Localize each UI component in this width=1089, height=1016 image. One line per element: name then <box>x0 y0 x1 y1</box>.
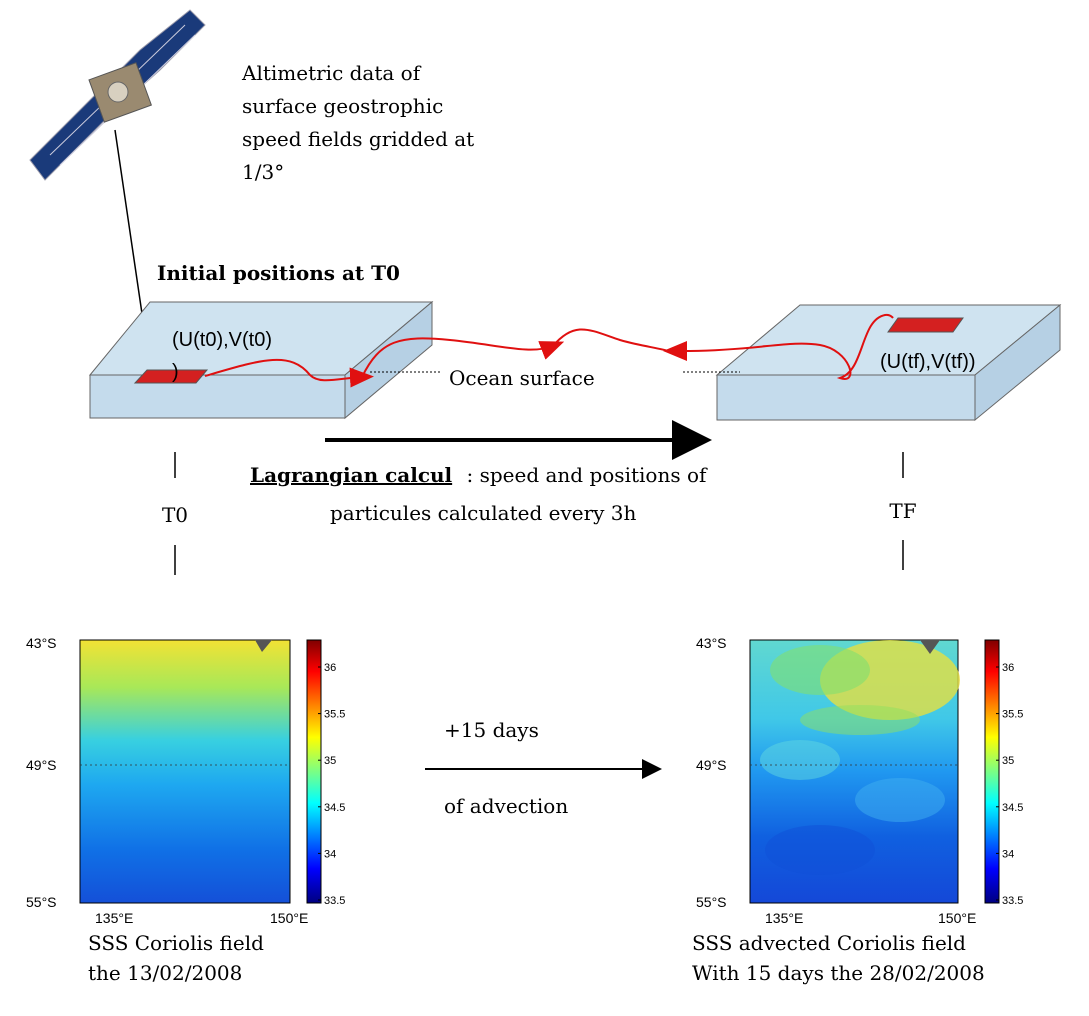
initial-label: Initial positions at T0 <box>157 261 400 285</box>
lon-label: 135°E <box>765 910 803 926</box>
lagrangian-line: : speed and positions of <box>467 463 708 487</box>
left-map <box>79 639 322 904</box>
lat-label: 49°S <box>696 757 727 773</box>
left-plate <box>88 300 434 420</box>
advection-line: of advection <box>444 794 568 818</box>
ocean-label: Ocean surface <box>449 366 595 390</box>
map-caption: With 15 days the 28/02/2008 <box>692 961 985 985</box>
satellite-note: Altimetric data of surface geostrophic s… <box>241 61 481 184</box>
lon-label: 150°E <box>270 910 308 926</box>
colorbar-label: 34.5 <box>1002 802 1023 814</box>
colorbar-label: 35 <box>324 755 336 767</box>
lagrangian-title: Lagrangian calcul <box>250 463 453 487</box>
colorbar-label: 35 <box>1002 755 1014 767</box>
colorbar-label: 35.5 <box>1002 709 1023 721</box>
map-caption: SSS advected Coriolis field <box>692 931 966 955</box>
note-line: 1/3° <box>242 160 284 184</box>
map-caption: the 13/02/2008 <box>88 961 242 985</box>
lat-label: 43°S <box>696 635 727 651</box>
time-ticks <box>174 452 904 575</box>
right-plate <box>715 303 1062 422</box>
lat-label: 55°S <box>696 894 727 910</box>
colorbar-label: 33.5 <box>324 895 345 907</box>
colorbar-label: 34.5 <box>324 802 345 814</box>
right-map <box>749 639 1000 904</box>
lon-label: 150°E <box>938 910 976 926</box>
note-line: Altimetric data of <box>241 61 422 85</box>
satellite <box>29 9 206 181</box>
colorbar-label: 34 <box>324 848 336 860</box>
lat-label: 55°S <box>26 894 57 910</box>
lon-label: 135°E <box>95 910 133 926</box>
lat-label: 49°S <box>26 757 57 773</box>
time-start: T0 <box>162 503 188 527</box>
colorbar-label: 33.5 <box>1002 895 1023 907</box>
note-line: speed fields gridded at <box>242 127 474 151</box>
colorbar-label: 36 <box>1002 662 1014 674</box>
right-plate-label: (U(tf),V(tf)) <box>880 351 976 373</box>
colorbar-label: 35.5 <box>324 709 345 721</box>
lat-label: 43°S <box>26 635 57 651</box>
left-plate-label: (U(t0),V(t0) ) <box>172 329 278 383</box>
trajectory <box>204 313 894 388</box>
colorbar-label: 34 <box>1002 848 1014 860</box>
lagrangian-line: particules calculated every 3h <box>330 501 637 525</box>
label-line: ) <box>172 361 179 383</box>
lagrangian-text: Lagrangian calcul : speed and positions … <box>250 463 713 525</box>
time-end: TF <box>889 499 916 523</box>
colorbar-label: 36 <box>324 662 336 674</box>
advection-line: +15 days <box>444 718 539 742</box>
map-caption: SSS Coriolis field <box>88 931 264 955</box>
label-line: (U(t0),V(t0) <box>172 329 272 351</box>
note-line: surface geostrophic <box>242 94 443 118</box>
